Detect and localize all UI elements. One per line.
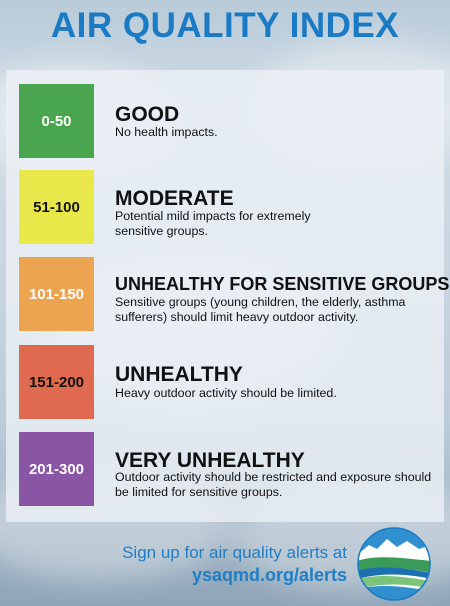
aqi-category: UNHEALTHY <box>115 363 243 386</box>
aqi-range: 101-150 <box>28 285 85 303</box>
aqi-range: 151-200 <box>28 373 85 391</box>
aqi-range-badge: 101-150 <box>19 257 94 331</box>
signup-text: Sign up for air quality alerts at <box>122 543 347 562</box>
aqi-range: 201-300 <box>28 460 85 478</box>
aqi-description: Outdoor activity should be restricted an… <box>115 470 432 499</box>
aqi-range-badge: 0-50 <box>19 84 94 158</box>
page-title: AIR QUALITY INDEX <box>50 6 400 45</box>
aqi-range-badge: 151-200 <box>19 345 94 419</box>
aqi-category: VERY UNHEALTHY <box>115 449 305 472</box>
aqi-category: MODERATE <box>115 187 234 210</box>
aqi-category: GOOD <box>115 103 180 126</box>
aqi-description: No health impacts. <box>115 125 218 139</box>
signup-link[interactable]: ysaqmd.org/alerts <box>191 565 347 585</box>
aqi-description: Heavy outdoor activity should be limited… <box>115 386 337 400</box>
mountain-river-logo-icon <box>357 527 431 601</box>
aqi-category: UNHEALTHY FOR SENSITIVE GROUPS <box>115 274 450 294</box>
aqi-range: 0-50 <box>41 112 72 130</box>
aqi-description: Sensitive groups (young children, the el… <box>115 295 406 324</box>
aqi-description: Potential mild impacts for extremely sen… <box>115 209 311 238</box>
aqi-range-badge: 51-100 <box>19 170 94 244</box>
aqi-range-badge: 201-300 <box>19 432 94 506</box>
aqi-range: 51-100 <box>33 198 80 216</box>
